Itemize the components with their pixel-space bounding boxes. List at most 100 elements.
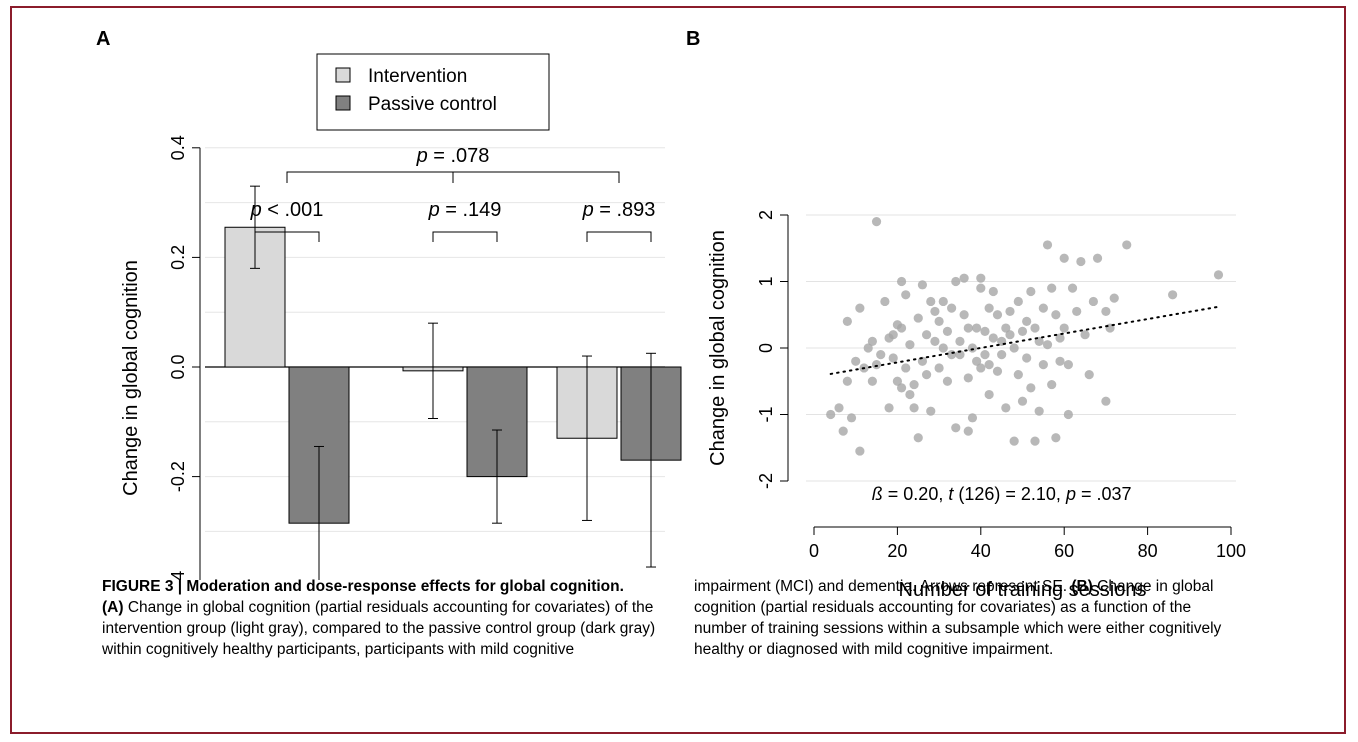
data-point xyxy=(972,323,982,333)
data-point xyxy=(863,343,873,353)
data-point xyxy=(896,276,907,287)
data-point xyxy=(1034,406,1044,416)
data-point xyxy=(959,310,969,320)
data-point xyxy=(1013,296,1023,307)
data-point xyxy=(992,310,1003,320)
data-point xyxy=(880,296,890,307)
legend-swatch xyxy=(335,95,351,111)
x-tick-label: 20 xyxy=(887,541,907,561)
legend-swatch xyxy=(335,67,351,83)
scatter-chart-b: -2 -1 0 1 2 Change in global cognition 0 20 40 60… xyxy=(707,210,1246,600)
data-point xyxy=(988,286,998,297)
data-point xyxy=(1013,370,1023,380)
caption-line: cognition (partial residuals accounting … xyxy=(694,599,1192,616)
legend-label: Passive control xyxy=(368,94,497,115)
y-tick-label: 0.2 xyxy=(168,245,188,270)
data-point xyxy=(901,363,911,373)
data-point xyxy=(926,406,936,416)
stats-annotation: ß = 0.20, t (126) = 2.10, p = .037 xyxy=(872,484,1132,504)
data-point xyxy=(1001,403,1011,413)
data-point xyxy=(947,303,957,313)
data-point xyxy=(930,306,940,317)
data-point xyxy=(997,350,1007,360)
data-point xyxy=(1009,436,1019,446)
data-point xyxy=(1026,383,1036,393)
bar-chart-a: -0.4 -0.2 0.0 0.2 0.4 Change in global cognit… xyxy=(120,53,682,580)
data-point xyxy=(1022,316,1032,326)
data-point xyxy=(888,353,898,363)
data-point xyxy=(1092,253,1103,263)
data-point xyxy=(938,343,948,353)
data-point xyxy=(1063,409,1073,420)
data-point xyxy=(1168,290,1178,300)
overall-p-value: p = .078 xyxy=(416,145,490,167)
data-point xyxy=(1051,433,1061,443)
pair-bracket xyxy=(586,231,652,242)
data-point xyxy=(1101,396,1111,406)
data-point xyxy=(976,363,986,373)
data-point xyxy=(980,350,990,360)
data-point xyxy=(959,273,969,283)
data-point xyxy=(913,313,923,323)
data-point xyxy=(834,403,844,413)
data-point xyxy=(871,360,882,370)
data-point xyxy=(1072,306,1082,317)
data-point xyxy=(1055,356,1065,366)
caption-line: impairment (MCI) and dementia. Arrows re… xyxy=(694,578,1214,595)
x-category-label: Healthy xyxy=(255,579,320,580)
caption-left: FIGURE 3 | Moderation and dose-response … xyxy=(102,576,692,660)
x-category-label: MCI xyxy=(448,579,483,580)
caption-line: (A) Change in global cognition (partial … xyxy=(102,599,654,616)
data-point xyxy=(855,303,865,313)
data-point xyxy=(917,280,928,290)
data-point xyxy=(896,323,907,333)
x-tick-label: 0 xyxy=(809,541,819,561)
data-point xyxy=(1047,379,1057,390)
data-point xyxy=(1030,323,1040,333)
data-point xyxy=(1009,343,1019,353)
legend-label: Intervention xyxy=(368,66,467,87)
data-point xyxy=(896,383,907,393)
data-point xyxy=(884,403,894,413)
data-point xyxy=(1005,330,1015,340)
x-tick-label: 40 xyxy=(971,541,991,561)
data-point xyxy=(947,350,957,360)
data-point xyxy=(984,303,994,313)
y-tick-label: -0.2 xyxy=(168,461,188,492)
y-tick-label: -1 xyxy=(756,406,776,422)
caption-line: number of training sessions within a sub… xyxy=(694,620,1222,637)
data-point xyxy=(842,316,852,326)
data-point xyxy=(867,336,877,346)
data-point xyxy=(955,350,965,360)
data-point xyxy=(838,426,848,436)
data-point xyxy=(1109,293,1119,303)
data-point xyxy=(1030,436,1040,446)
data-point xyxy=(1038,303,1048,313)
data-point xyxy=(1001,323,1011,333)
y-tick-label: -2 xyxy=(756,473,776,489)
data-point xyxy=(942,376,953,386)
data-point xyxy=(992,366,1003,376)
data-point xyxy=(1042,240,1053,250)
data-point xyxy=(1213,270,1224,280)
data-point xyxy=(972,356,982,366)
y-tick-label: -0.4 xyxy=(168,571,188,580)
panel-b-label: B xyxy=(686,28,701,50)
data-point xyxy=(1122,240,1132,250)
data-point xyxy=(1026,286,1036,297)
data-point xyxy=(988,333,998,343)
caption-line: healthy or diagnosed with mild cognitive… xyxy=(694,641,1054,658)
x-axis-label: Number of training sessions xyxy=(899,579,1147,600)
y-tick-label: 0.0 xyxy=(168,354,188,379)
data-point xyxy=(1047,283,1057,293)
data-point xyxy=(1067,283,1078,293)
data-point xyxy=(934,363,944,373)
pair-p-value: p = .893 xyxy=(582,199,656,221)
caption-line: intervention group (light gray), compare… xyxy=(102,620,656,637)
data-point xyxy=(1076,256,1086,267)
data-point xyxy=(1084,370,1094,380)
data-point xyxy=(855,446,865,456)
data-point xyxy=(955,336,965,346)
pair-bracket xyxy=(432,231,498,242)
data-point xyxy=(938,296,948,307)
